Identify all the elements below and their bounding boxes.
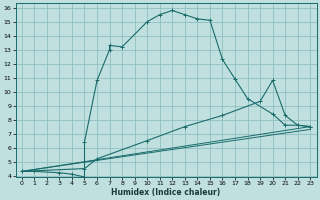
- X-axis label: Humidex (Indice chaleur): Humidex (Indice chaleur): [111, 188, 221, 197]
